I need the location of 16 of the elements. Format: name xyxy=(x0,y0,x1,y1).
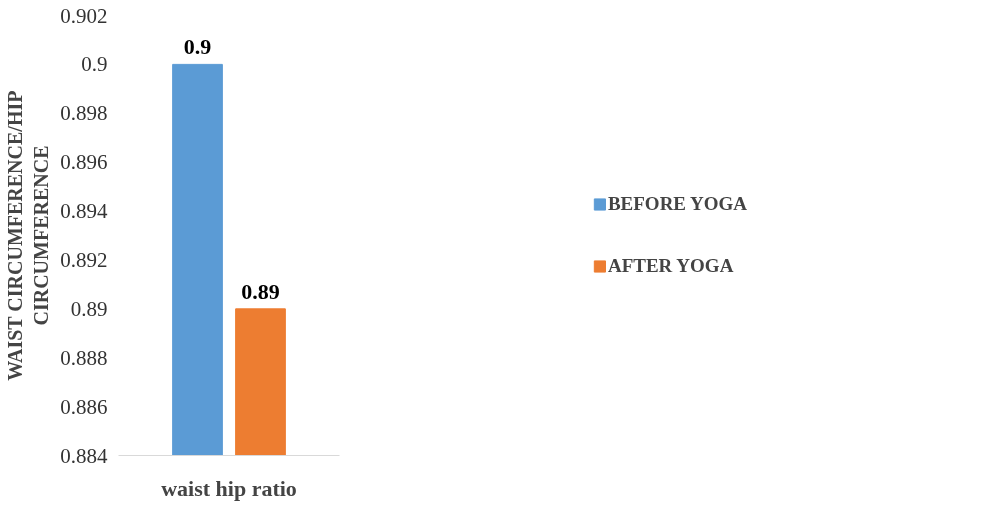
y-tick-label: 0.902 xyxy=(60,3,108,28)
y-tick-label: 0.896 xyxy=(60,150,108,175)
y-axis-title: WAIST CIRCUMFERENCE/HIP CIRCUMFERENCE xyxy=(3,90,53,381)
y-tick-label: 0.898 xyxy=(60,101,108,126)
y-tick-label: 0.9 xyxy=(81,52,108,77)
y-tick-label: 0.894 xyxy=(60,199,108,224)
y-tick-label: 0.888 xyxy=(60,345,108,370)
data-label: 0.89 xyxy=(241,278,280,304)
data-label: 0.9 xyxy=(183,34,212,60)
y-tick-label: 0.892 xyxy=(60,247,108,272)
y-tick-label: 0.884 xyxy=(60,443,108,468)
legend-label: AFTER YOGA xyxy=(607,255,734,277)
y-tick-label: 0.89 xyxy=(70,296,108,321)
y-tick-label: 0.886 xyxy=(60,394,108,419)
legend-label: BEFORE YOGA xyxy=(607,193,748,215)
x-tick-label: waist hip ratio xyxy=(161,475,297,501)
